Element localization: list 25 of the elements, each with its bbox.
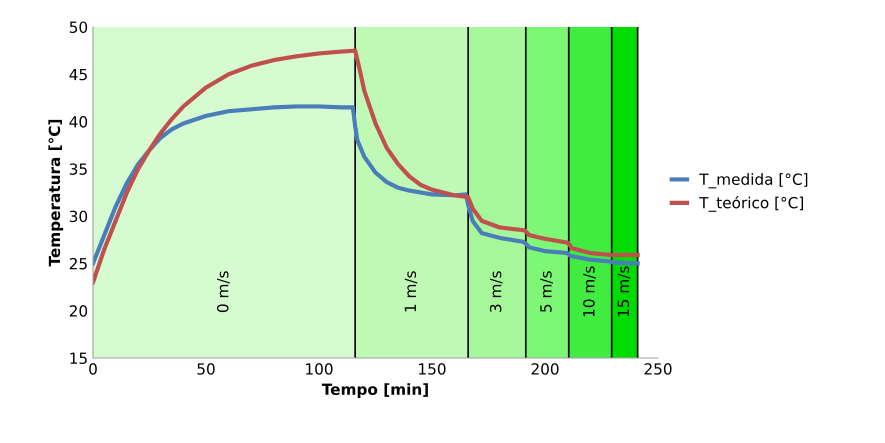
x-tick-label: 0: [89, 363, 97, 375]
y-tick-label: 45: [69, 68, 87, 80]
y-tick-label: 35: [70, 163, 87, 175]
y-axis-title: Temperatura [°C]: [48, 120, 64, 266]
band-label: 3 m/s: [490, 271, 503, 312]
band-label: 15 m/s: [618, 266, 630, 316]
x-axis-title: Tempo [min]: [322, 383, 428, 398]
x-tick-label: 50: [197, 363, 215, 375]
band-label: 1 m/s: [404, 271, 418, 312]
y-tick-label: 15: [70, 352, 87, 364]
x-tick-label: 200: [532, 363, 559, 375]
band-label: 5 m/s: [540, 271, 553, 312]
y-tick-label: 40: [69, 116, 88, 128]
legend-label: T_medida [°C]: [699, 173, 808, 188]
y-tick-label: 30: [70, 210, 88, 222]
line-series: [93, 104, 640, 266]
band-label: 10 m/s: [583, 266, 596, 316]
x-tick-label: 250: [644, 363, 672, 375]
x-tick-label: 100: [306, 363, 333, 375]
y-tick-label: 25: [70, 258, 87, 270]
band-label: 0 m/s: [216, 271, 230, 312]
y-tick-label: 50: [70, 21, 88, 34]
y-tick-label: 20: [70, 305, 88, 317]
x-tick-label: 150: [419, 363, 446, 375]
legend-label: T_teórico [°C]: [699, 196, 803, 212]
